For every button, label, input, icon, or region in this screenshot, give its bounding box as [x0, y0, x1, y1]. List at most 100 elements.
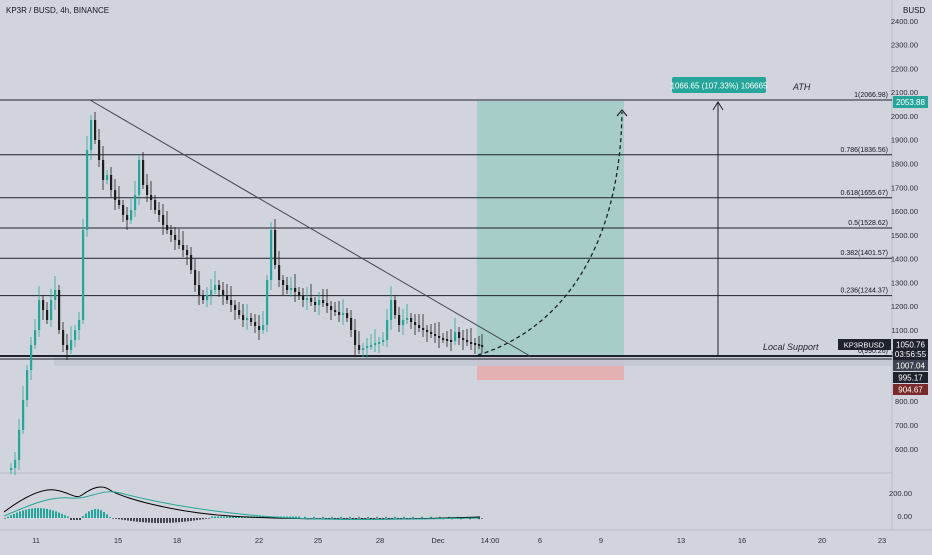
candle-body [90, 120, 93, 150]
macd-bar [37, 508, 39, 518]
candle-body [38, 300, 41, 330]
fib-label: 0.236(1244.37) [841, 288, 888, 295]
price-tick: 1600.00 [891, 207, 918, 216]
macd-bar [166, 518, 168, 523]
svg-text:995.17: 995.17 [898, 374, 923, 383]
macd-bar [385, 516, 387, 518]
macd-bar [208, 518, 210, 519]
macd-bar [217, 516, 219, 518]
fib-label: 0.382(1401.57) [841, 250, 888, 257]
macd-bar [391, 518, 393, 519]
price-axis[interactable]: 2400.00 2300.00 2200.00 2100.00 2000.00 1900.… [889, 17, 918, 521]
macd-bar [154, 518, 156, 523]
macd-bar [103, 511, 105, 518]
currency-label: BUSD [903, 6, 925, 15]
candle-body [326, 303, 329, 306]
macd-bar [295, 516, 297, 518]
macd-bar [319, 518, 321, 519]
candle-body [378, 342, 381, 344]
candle-body [442, 338, 445, 340]
candle-body [102, 160, 105, 180]
candle-body [286, 285, 289, 290]
macd-bar [130, 518, 132, 521]
macd-bar [10, 515, 12, 518]
macd-bar [304, 516, 306, 518]
candle-body [310, 298, 313, 302]
candle-body [82, 230, 85, 320]
macd-bar [175, 518, 177, 523]
macd-bar [184, 518, 186, 522]
macd-bar [337, 518, 339, 519]
macd-bar [19, 511, 21, 518]
candle-body [230, 300, 233, 305]
macd-bar [82, 516, 84, 518]
macd-bar [382, 518, 384, 519]
candle-body [42, 300, 45, 310]
candle-body [290, 288, 293, 290]
fib-retracement[interactable]: 1(2066.98) 0.786(1836.56) 0.618(1655.67) 0.… [0, 92, 892, 355]
price-tick: 1100.00 [891, 326, 918, 335]
macd-bar [79, 518, 81, 520]
macd-bar [361, 518, 363, 520]
macd-bar [190, 518, 192, 521]
macd-bar [145, 518, 147, 523]
price-tick: 600.00 [895, 445, 918, 454]
macd-bar [109, 517, 111, 518]
macd-bar [196, 518, 198, 521]
candle-body [34, 330, 37, 345]
macd-indicator [3, 486, 483, 523]
macd-tick: 0.00 [897, 512, 912, 521]
candle-body [222, 290, 225, 295]
candle-body [242, 315, 245, 320]
macd-bar [211, 516, 213, 518]
candlestick-series [10, 112, 484, 475]
candle-body [254, 322, 257, 326]
price-tick: 1900.00 [891, 136, 918, 145]
candle-body [70, 340, 73, 350]
candle-body [422, 328, 425, 330]
candle-body [270, 230, 273, 280]
symbol-title: KP3R / BUSD, 4h, BINANCE [6, 6, 109, 15]
candle-body [470, 342, 473, 344]
macd-bar [421, 516, 423, 518]
macd-bar [343, 518, 345, 520]
descending-trendline[interactable] [89, 99, 531, 357]
time-tick: 9 [599, 536, 603, 545]
macd-bar [169, 518, 171, 523]
candle-body [74, 330, 77, 340]
candle-body [182, 245, 185, 250]
macd-bar [115, 518, 117, 519]
macd-bar [193, 518, 195, 521]
macd-bar [403, 516, 405, 518]
candle-body [302, 296, 305, 300]
macd-bar [346, 518, 348, 519]
candle-body [174, 235, 177, 240]
macd-bar [481, 518, 483, 519]
time-tick: Dec [431, 536, 445, 545]
local-support-label: Local Support [763, 342, 819, 352]
macd-bar [163, 518, 165, 523]
macd-bar [235, 516, 237, 518]
fib-label: 1(2066.98) [854, 92, 888, 99]
candle-body [66, 345, 69, 350]
candle-body [358, 345, 361, 350]
macd-bar [28, 508, 30, 518]
badge-fib-top: 2053.88 [893, 96, 928, 108]
macd-bar [64, 515, 66, 518]
candle-body [210, 290, 213, 295]
candle-body [434, 334, 437, 336]
candle-body [450, 340, 453, 342]
candle-body [62, 330, 65, 345]
candle-body [190, 255, 193, 270]
macd-bar [268, 516, 270, 518]
macd-bar [226, 516, 228, 518]
macd-bar [139, 518, 141, 522]
macd-bar [238, 516, 240, 518]
candle-body [14, 460, 17, 468]
time-axis[interactable]: 11 15 18 22 25 28 Dec 14:00 6 9 13 16 20 23 [32, 536, 886, 545]
candle-body [278, 265, 281, 280]
macd-bar [73, 518, 75, 520]
macd-bar [121, 518, 123, 520]
